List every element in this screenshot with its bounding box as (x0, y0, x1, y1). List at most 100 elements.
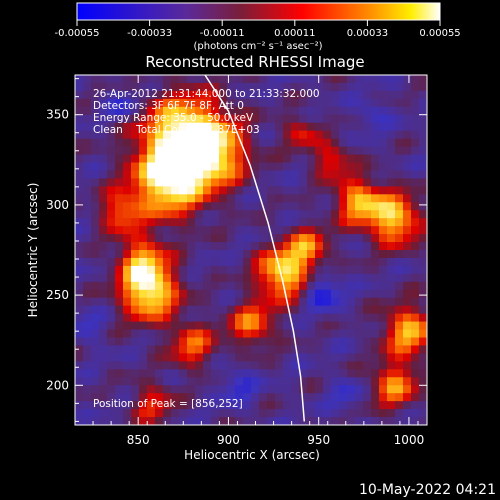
heatmap-cell (235, 297, 244, 307)
heatmap-cell (283, 281, 292, 291)
heatmap-cell (355, 138, 364, 147)
heatmap-cell (75, 289, 84, 299)
heatmap-cell (323, 234, 332, 243)
heatmap-cell (243, 409, 252, 418)
heatmap-cell (243, 281, 252, 291)
heatmap-cell (355, 337, 364, 346)
heatmap-cell (323, 257, 332, 267)
heatmap-cell (115, 82, 124, 92)
heatmap-cell (75, 75, 84, 84)
heatmap-cell (331, 82, 340, 92)
heatmap-cell (227, 337, 236, 346)
heatmap-cell (259, 313, 268, 322)
heatmap-cell (195, 234, 204, 243)
heatmap-cell (195, 369, 204, 378)
heatmap-cell (147, 337, 156, 346)
heatmap-cell (203, 369, 212, 378)
heatmap-cell (131, 186, 140, 195)
heatmap-cell (387, 162, 396, 171)
heatmap-cell (299, 297, 308, 307)
heatmap-cell (155, 329, 164, 338)
heatmap-cell (315, 297, 324, 307)
heatmap-cell (91, 242, 100, 251)
heatmap-cell (395, 305, 404, 315)
heatmap-cell (195, 409, 204, 418)
heatmap-cell (235, 82, 244, 92)
heatmap-cell (211, 250, 220, 259)
heatmap-cell (107, 337, 116, 346)
heatmap-cell (371, 146, 380, 155)
heatmap-cell (347, 146, 356, 155)
heatmap-cell (211, 154, 220, 163)
heatmap-cell (91, 289, 100, 299)
heatmap-cell (203, 273, 212, 283)
heatmap-cell (275, 353, 284, 362)
heatmap-cell (163, 98, 172, 108)
heatmap-cell (323, 297, 332, 307)
heatmap-cell (131, 377, 140, 386)
heatmap-cell (155, 186, 164, 195)
heatmap-cell (131, 289, 140, 299)
heatmap-cell (339, 186, 348, 195)
heatmap-cell (131, 178, 140, 187)
heatmap-cell (195, 106, 204, 116)
heatmap-cell (363, 82, 372, 92)
heatmap-cell (219, 114, 228, 124)
heatmap-cell (163, 265, 172, 275)
heatmap-cell (91, 114, 100, 124)
heatmap-cell (339, 393, 348, 402)
heatmap-cell (339, 313, 348, 322)
heatmap-cell (123, 401, 132, 410)
heatmap-cell (355, 409, 364, 418)
heatmap-cell (387, 409, 396, 418)
heatmap-cell (171, 98, 180, 108)
heatmap-cell (395, 75, 404, 84)
heatmap-cell (283, 202, 292, 211)
heatmap-cell (163, 409, 172, 418)
heatmap-cell (131, 98, 140, 108)
heatmap-cell (387, 265, 396, 275)
heatmap-cell (203, 194, 212, 203)
heatmap-cell (139, 369, 148, 378)
heatmap-cell (83, 289, 92, 299)
heatmap-cell (283, 313, 292, 322)
heatmap-cell (163, 234, 172, 243)
heatmap-cell (387, 106, 396, 116)
heatmap-cell (227, 409, 236, 418)
heatmap-cell (411, 242, 420, 251)
heatmap-cell (347, 138, 356, 147)
heatmap-cell (139, 154, 148, 163)
heatmap-cell (107, 234, 116, 243)
heatmap-cell (203, 377, 212, 386)
heatmap-cell (307, 345, 316, 354)
heatmap-cell (99, 250, 108, 259)
colorbar-tick-label: 0.00033 (347, 28, 388, 39)
heatmap-cell (187, 170, 196, 179)
heatmap-cell (419, 377, 427, 386)
heatmap-cell (227, 377, 236, 386)
heatmap-cell (331, 257, 340, 267)
heatmap-cell (195, 321, 204, 330)
heatmap-cell (275, 297, 284, 307)
heatmap-cell (91, 409, 100, 418)
heatmap-cell (347, 114, 356, 124)
heatmap-cell (259, 257, 268, 267)
heatmap-cell (195, 353, 204, 362)
heatmap-cell (275, 337, 284, 346)
heatmap-cell (131, 257, 140, 267)
heatmap-cell (307, 361, 316, 370)
heatmap-cell (323, 162, 332, 171)
heatmap-cell (323, 417, 332, 425)
heatmap-cell (355, 257, 364, 267)
heatmap-cell (339, 194, 348, 203)
heatmap-cell (147, 146, 156, 155)
heatmap-cell (227, 385, 236, 394)
heatmap-cell (235, 409, 244, 418)
heatmap-cell (187, 385, 196, 394)
heatmap-cell (203, 321, 212, 330)
heatmap-cell (291, 257, 300, 267)
heatmap-cell (155, 377, 164, 386)
heatmap-cell (203, 257, 212, 267)
heatmap-cell (355, 305, 364, 315)
heatmap-cell (195, 337, 204, 346)
